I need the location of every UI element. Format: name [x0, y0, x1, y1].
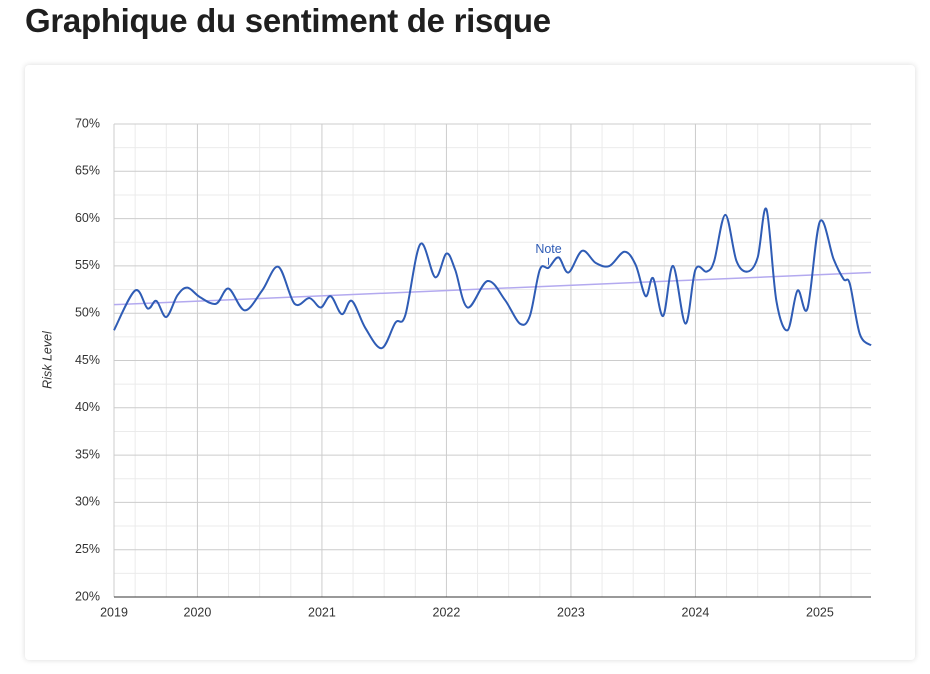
- x-tick-label: 2025: [806, 605, 834, 619]
- y-tick-label: 30%: [75, 495, 100, 509]
- x-tick-label: 2024: [682, 605, 710, 619]
- y-axis-label: Risk Level: [40, 330, 54, 389]
- x-tick-label: 2023: [557, 605, 585, 619]
- y-tick-label: 70%: [75, 116, 100, 130]
- trend-line: [113, 271, 872, 306]
- y-tick-label: 25%: [75, 542, 100, 556]
- y-tick-label: 65%: [75, 164, 100, 178]
- x-tick-label: 2020: [184, 605, 212, 619]
- annotation-text: Note: [535, 242, 561, 256]
- y-tick-label: 20%: [75, 589, 100, 603]
- y-tick-label: 45%: [75, 353, 100, 367]
- y-tick-label: 40%: [75, 400, 100, 414]
- y-tick-label: 55%: [75, 258, 100, 272]
- page-title: Graphique du sentiment de risque: [25, 2, 551, 39]
- y-tick-label: 60%: [75, 211, 100, 225]
- x-tick-label: 2021: [308, 605, 336, 619]
- y-tick-label: 35%: [75, 447, 100, 461]
- y-tick-label: 50%: [75, 305, 100, 319]
- chart-card: Risk Level 20% 25% 30% 35% 40% 45% 50% 55% 60% 65…: [25, 65, 915, 660]
- x-tick-label: 2019: [100, 605, 128, 619]
- data-line: [113, 207, 872, 350]
- x-tick-label: 2022: [433, 605, 461, 619]
- chart: Risk Level 20% 25% 30% 35% 40% 45% 50% 55% 60% 65…: [40, 116, 872, 619]
